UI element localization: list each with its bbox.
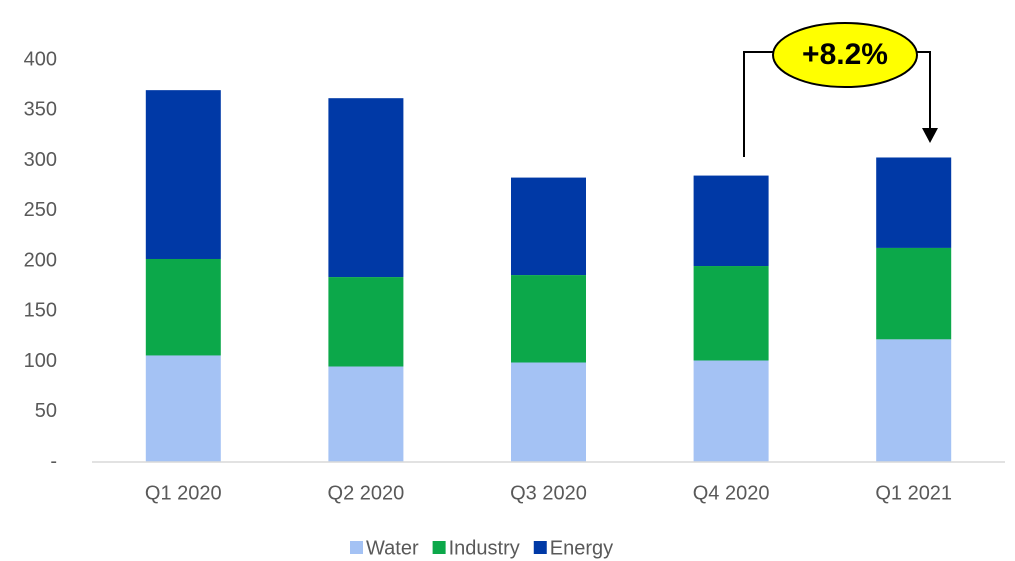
y-tick-label: 150 (24, 300, 57, 322)
bar-segment (328, 98, 404, 278)
bar-segment (693, 266, 769, 361)
bar-segment (693, 360, 769, 462)
bar-segment (876, 247, 952, 340)
bar-segment (876, 157, 952, 248)
bar-segment (145, 90, 221, 259)
bar-segment (328, 277, 404, 367)
y-tick-label: - (50, 450, 57, 472)
x-tick-label: Q3 2020 (510, 482, 587, 504)
legend-swatch (350, 541, 363, 554)
bar-segment (145, 258, 221, 356)
x-tick-label: Q1 2021 (875, 482, 952, 504)
legend-label: Energy (550, 537, 613, 559)
bar-segment (693, 175, 769, 267)
annotation-bubble (772, 22, 918, 88)
bar-segment (145, 355, 221, 462)
y-tick-label: 400 (24, 48, 57, 70)
annotation: +8.2% (743, 22, 938, 157)
x-tick-label: Q1 2020 (145, 482, 222, 504)
legend-label: Water (366, 537, 419, 559)
y-tick-label: 200 (24, 249, 57, 271)
legend-swatch (533, 541, 547, 554)
bar-segment (511, 275, 586, 363)
x-tick-label: Q4 2020 (693, 482, 770, 504)
y-tick-label: 300 (24, 149, 57, 171)
legend-swatch (432, 541, 446, 554)
bar-segment (876, 339, 952, 462)
legend-label: Industry (449, 537, 520, 559)
bracket-left (743, 51, 780, 157)
bar-segment (511, 362, 586, 462)
bar-segment (511, 177, 586, 276)
y-tick-label: 50 (35, 400, 57, 422)
arrow-head (922, 128, 938, 143)
annotation-text: +8.2% (802, 38, 888, 71)
y-tick-label: 250 (24, 199, 57, 221)
y-tick-label: 100 (24, 350, 57, 372)
bar-segment (328, 366, 404, 462)
y-tick-label: 350 (24, 99, 57, 121)
x-tick-label: Q2 2020 (328, 482, 405, 504)
